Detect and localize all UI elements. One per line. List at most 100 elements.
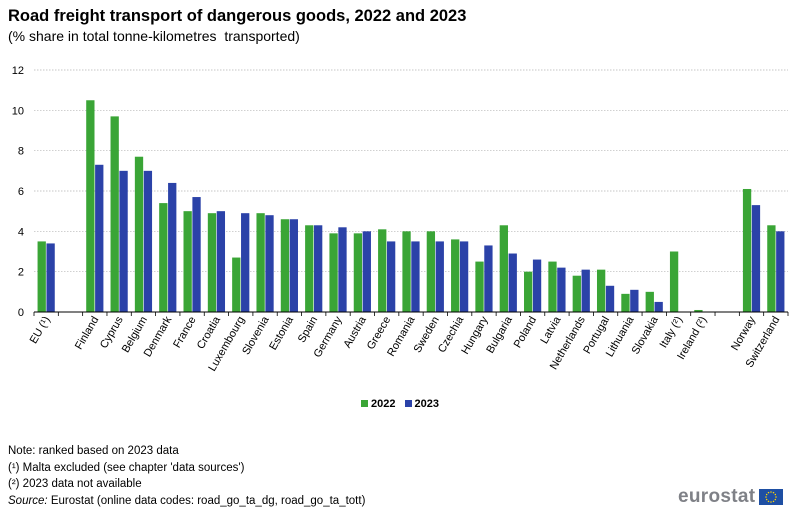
flag-star	[766, 498, 768, 501]
bar-2023	[776, 231, 785, 312]
y-tick-label: 10	[12, 105, 24, 117]
flag-star	[773, 491, 775, 494]
eurostat-logo: eurostat	[678, 486, 784, 508]
legend-item-2022: 2022	[360, 398, 396, 410]
flag-star	[768, 491, 770, 494]
bar-2023	[362, 231, 371, 312]
bar-2023	[386, 241, 396, 312]
note-not-available: (²) 2023 data not available	[8, 478, 142, 490]
bar-2022	[207, 213, 217, 312]
chart-title: Road freight transport of dangerous good…	[8, 7, 467, 25]
bar-2022	[694, 309, 703, 312]
bar-2023	[95, 164, 104, 312]
y-tick-label: 0	[18, 307, 24, 319]
flag-star	[766, 493, 768, 496]
flag-star	[774, 498, 777, 501]
legend-swatch-2022	[360, 400, 368, 407]
bar-2023	[46, 243, 55, 312]
bar-2023	[654, 301, 663, 312]
legend-label-2023: 2023	[414, 398, 440, 410]
bar-2023	[508, 253, 517, 312]
y-tick-label: 12	[12, 65, 24, 77]
x-tick-label: Poland	[512, 315, 540, 351]
bar-2023	[192, 197, 201, 312]
y-tick-label: 8	[18, 146, 24, 158]
bar-2023	[532, 259, 542, 312]
bar-2022	[596, 269, 606, 312]
note-ranking: Note: ranked based on 2023 data	[8, 445, 179, 457]
bar-2022	[256, 213, 265, 312]
x-tick-label: Finland	[73, 315, 101, 352]
bar-2023	[168, 182, 177, 312]
bar-2022	[475, 261, 484, 312]
bar-2023	[289, 219, 298, 312]
bar-2022	[767, 225, 776, 312]
x-axis-labels: EU (¹) FinlandCyprusBelgiumDenmarkFranceC…	[28, 314, 783, 374]
bar-2023	[265, 215, 274, 312]
bar-2022	[402, 231, 411, 312]
bar-2022	[353, 233, 363, 312]
bar-2022	[305, 225, 314, 312]
bar-2023	[338, 227, 347, 312]
legend: 2022 2023	[0, 398, 800, 410]
bar-2022	[669, 251, 679, 312]
flag-star	[765, 496, 768, 498]
bar-2023	[241, 213, 250, 312]
y-axis-ticks: 0 2 4 6 8 10 12	[12, 65, 24, 319]
x-tick-label: Spain	[296, 315, 320, 345]
bar-2022	[451, 239, 460, 312]
bar-2023	[216, 211, 226, 312]
logo-text: eurostat	[678, 486, 756, 507]
bar-2022	[548, 261, 557, 312]
bar-2022	[645, 291, 654, 312]
bar-2022	[426, 231, 436, 312]
flag-star	[768, 500, 770, 503]
note-malta: (¹) Malta excluded (see chapter 'data so…	[8, 461, 245, 474]
bar-2023	[459, 241, 469, 312]
bar-2022	[329, 233, 338, 312]
legend-swatch-2023	[404, 400, 412, 407]
bar-2023	[119, 170, 128, 312]
flag-star	[773, 500, 775, 503]
flag-star	[770, 491, 773, 493]
bar-2023	[605, 285, 615, 312]
x-tick-label: Latvia	[538, 314, 564, 346]
bar-2023	[435, 241, 444, 312]
legend-item-2023: 2023	[404, 398, 440, 410]
legend-label-2022: 2022	[370, 398, 396, 410]
y-tick-label: 4	[18, 226, 24, 238]
bar-2022	[183, 211, 192, 312]
x-tick-label: Estonia	[267, 314, 296, 353]
bar-2023	[751, 205, 761, 312]
bar-2023	[411, 241, 420, 312]
x-axis	[33, 311, 789, 316]
y-tick-label: 6	[18, 186, 24, 198]
bar-2023	[484, 245, 493, 312]
bar-2022	[232, 257, 241, 312]
bar-2022	[524, 271, 533, 312]
chart-subtitle: (% share in total tonne-kilometres trans…	[8, 28, 300, 44]
bar-2022	[572, 275, 581, 312]
bar-2022	[110, 116, 119, 312]
bar-2022	[159, 203, 168, 312]
y-tick-label: 2	[18, 267, 24, 279]
source-text: Eurostat (online data codes: road_go_ta_…	[47, 494, 366, 507]
flag-star	[770, 501, 773, 503]
eu-flag-icon	[759, 489, 784, 505]
gridlines	[34, 69, 788, 273]
source-label: Source:	[8, 494, 48, 507]
x-tick-label: EU (¹)	[28, 315, 53, 346]
source-line: Source: Eurostat (online data codes: roa…	[8, 493, 365, 510]
bar-2023	[581, 269, 590, 312]
flag-star	[774, 493, 777, 496]
bar-2022	[621, 293, 630, 312]
bar-2023	[143, 170, 153, 312]
bar-2022	[378, 229, 387, 312]
bar-2022	[86, 100, 95, 312]
bars	[37, 100, 785, 312]
bar-2022	[499, 225, 508, 312]
bar-2023	[557, 267, 566, 312]
bar-2022	[742, 188, 752, 312]
bar-2022	[280, 219, 290, 312]
